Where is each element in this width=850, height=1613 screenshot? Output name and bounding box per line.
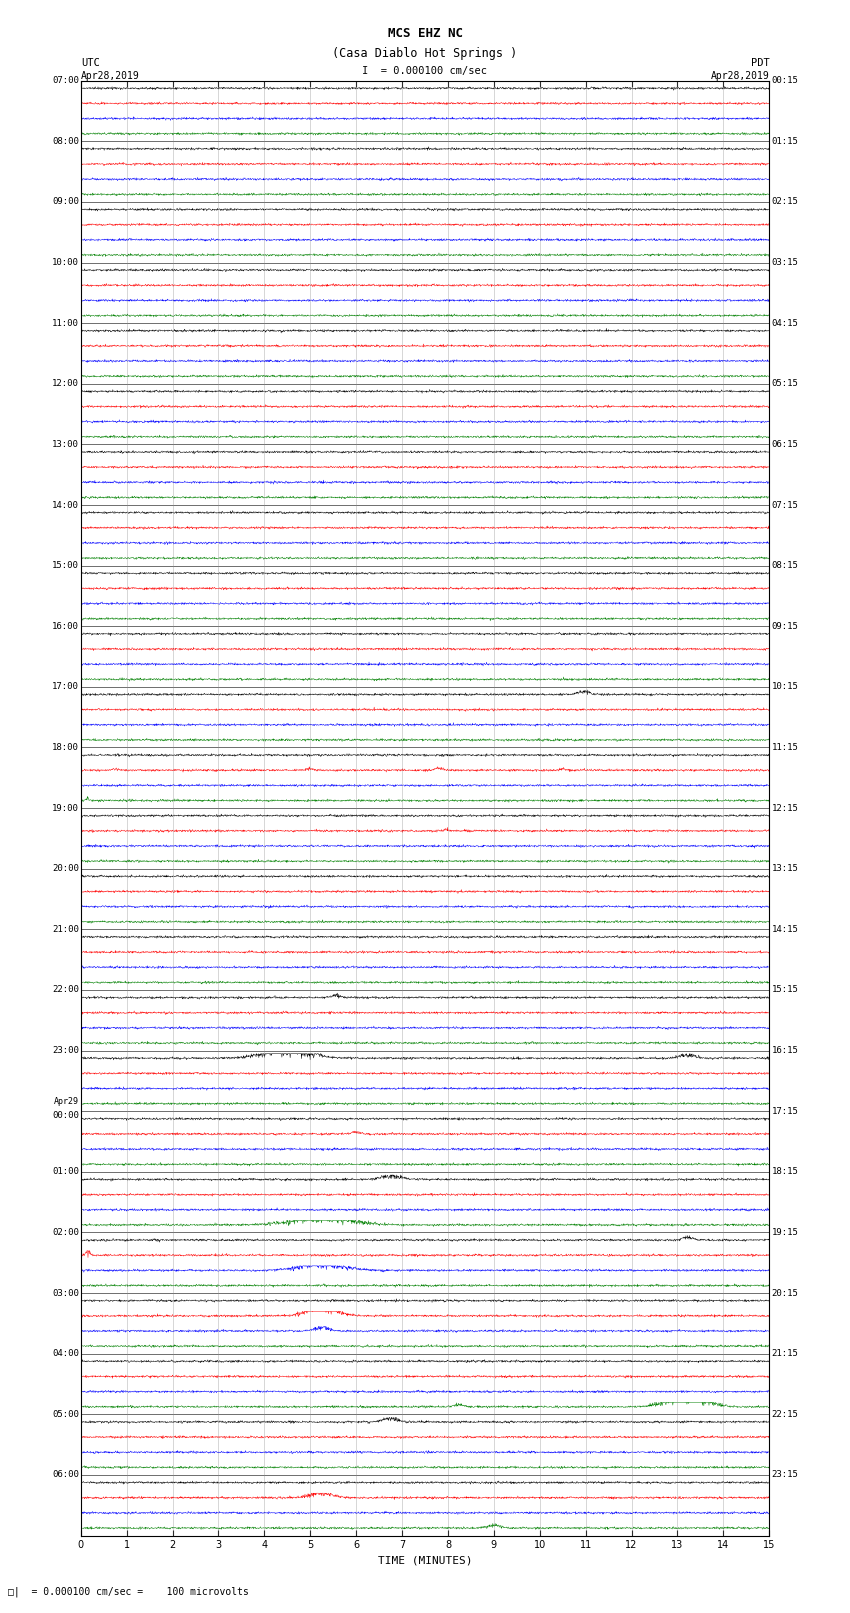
Text: UTC: UTC: [81, 58, 99, 68]
Text: 15:00: 15:00: [52, 561, 79, 569]
Text: 02:00: 02:00: [52, 1227, 79, 1237]
Text: 23:15: 23:15: [772, 1471, 799, 1479]
Text: 05:15: 05:15: [772, 379, 799, 389]
Text: 11:15: 11:15: [772, 744, 799, 752]
Text: 07:00: 07:00: [52, 76, 79, 85]
Text: 06:15: 06:15: [772, 440, 799, 448]
Text: 07:15: 07:15: [772, 500, 799, 510]
Text: 12:15: 12:15: [772, 803, 799, 813]
Text: 22:00: 22:00: [52, 986, 79, 995]
Text: 15:15: 15:15: [772, 986, 799, 995]
Text: 18:15: 18:15: [772, 1168, 799, 1176]
Text: 06:00: 06:00: [52, 1471, 79, 1479]
Text: 16:00: 16:00: [52, 621, 79, 631]
Text: 14:00: 14:00: [52, 500, 79, 510]
Text: 10:15: 10:15: [772, 682, 799, 692]
Text: 21:15: 21:15: [772, 1348, 799, 1358]
Text: 00:00: 00:00: [52, 1111, 79, 1119]
Text: 09:15: 09:15: [772, 621, 799, 631]
Text: 20:00: 20:00: [52, 865, 79, 873]
Text: 02:15: 02:15: [772, 197, 799, 206]
Text: 11:00: 11:00: [52, 319, 79, 327]
Text: PDT: PDT: [751, 58, 769, 68]
Text: 10:00: 10:00: [52, 258, 79, 268]
Text: 23:00: 23:00: [52, 1047, 79, 1055]
Text: 19:15: 19:15: [772, 1227, 799, 1237]
Text: 16:15: 16:15: [772, 1047, 799, 1055]
X-axis label: TIME (MINUTES): TIME (MINUTES): [377, 1557, 473, 1566]
Text: (Casa Diablo Hot Springs ): (Casa Diablo Hot Springs ): [332, 47, 518, 60]
Text: 20:15: 20:15: [772, 1289, 799, 1297]
Text: 12:00: 12:00: [52, 379, 79, 389]
Text: 03:15: 03:15: [772, 258, 799, 268]
Text: 17:00: 17:00: [52, 682, 79, 692]
Text: 08:15: 08:15: [772, 561, 799, 569]
Text: 22:15: 22:15: [772, 1410, 799, 1419]
Text: I  = 0.000100 cm/sec: I = 0.000100 cm/sec: [362, 66, 488, 76]
Text: 13:15: 13:15: [772, 865, 799, 873]
Text: 04:00: 04:00: [52, 1348, 79, 1358]
Text: MCS EHZ NC: MCS EHZ NC: [388, 27, 462, 40]
Text: 13:00: 13:00: [52, 440, 79, 448]
Text: 01:00: 01:00: [52, 1168, 79, 1176]
Text: □|  = 0.000100 cm/sec =    100 microvolts: □| = 0.000100 cm/sec = 100 microvolts: [8, 1586, 249, 1597]
Text: 03:00: 03:00: [52, 1289, 79, 1297]
Text: 14:15: 14:15: [772, 924, 799, 934]
Text: 19:00: 19:00: [52, 803, 79, 813]
Text: 00:15: 00:15: [772, 76, 799, 85]
Text: 09:00: 09:00: [52, 197, 79, 206]
Text: 17:15: 17:15: [772, 1107, 799, 1116]
Text: Apr28,2019: Apr28,2019: [81, 71, 139, 81]
Text: 08:00: 08:00: [52, 137, 79, 145]
Text: Apr29: Apr29: [54, 1097, 79, 1107]
Text: 05:00: 05:00: [52, 1410, 79, 1419]
Text: 04:15: 04:15: [772, 319, 799, 327]
Text: Apr28,2019: Apr28,2019: [711, 71, 769, 81]
Text: 18:00: 18:00: [52, 744, 79, 752]
Text: 01:15: 01:15: [772, 137, 799, 145]
Text: 21:00: 21:00: [52, 924, 79, 934]
